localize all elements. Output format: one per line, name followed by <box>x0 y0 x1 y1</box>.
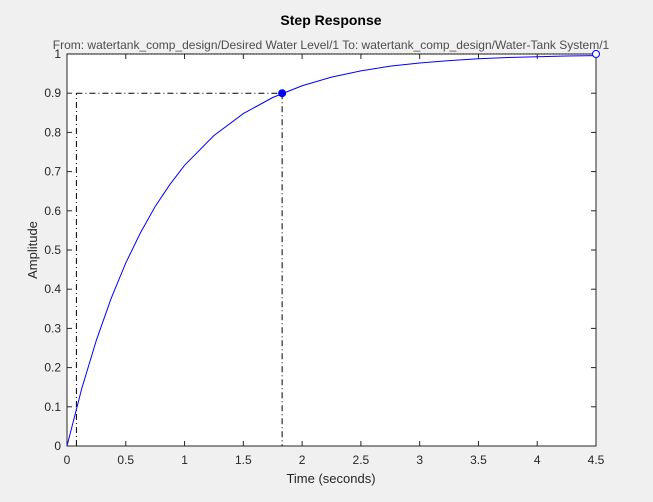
x-tick-label: 2 <box>299 453 306 467</box>
plot-area <box>67 54 596 446</box>
x-tick-label: 3 <box>416 453 423 467</box>
x-tick-label: 4.5 <box>588 453 605 467</box>
y-tick-label: 0.2 <box>44 361 61 375</box>
y-tick-label: 0.7 <box>44 165 61 179</box>
rise-time-marker <box>278 89 287 98</box>
y-tick-label: 1 <box>54 47 61 61</box>
y-tick-label: 0.1 <box>44 400 61 414</box>
y-tick-label: 0.9 <box>44 86 61 100</box>
y-tick-label: 0.3 <box>44 321 61 335</box>
response-line <box>66 55 597 447</box>
y-tick-label: 0.4 <box>44 282 61 296</box>
y-axis-label: Amplitude <box>25 221 40 279</box>
x-axis-label: Time (seconds) <box>286 471 375 486</box>
y-tick-label: 0.8 <box>44 125 61 139</box>
x-tick-label: 0.5 <box>117 453 134 467</box>
x-tick-label: 0 <box>64 453 71 467</box>
y-tick-label: 0.6 <box>44 204 61 218</box>
chart-subtitle: From: watertank_comp_design/Desired Wate… <box>53 38 610 52</box>
y-tick-label: 0 <box>54 439 61 453</box>
final-value-marker <box>592 50 600 58</box>
y-tick-label: 0.5 <box>44 243 61 257</box>
chart-title: Step Response <box>280 12 381 28</box>
x-tick-label: 2.5 <box>353 453 370 467</box>
x-tick-label: 4 <box>534 453 541 467</box>
x-tick-label: 1.5 <box>235 453 252 467</box>
x-tick-label: 1 <box>181 453 188 467</box>
x-tick-label: 3.5 <box>470 453 487 467</box>
